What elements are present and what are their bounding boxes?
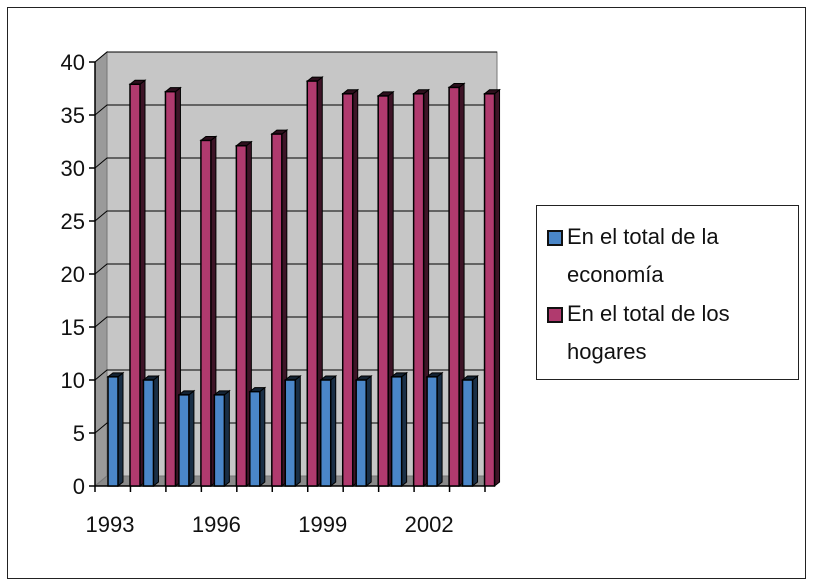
y-tick-label: 35	[61, 103, 85, 128]
y-tick-label: 40	[61, 50, 85, 75]
gridline	[94, 210, 497, 222]
bar	[200, 139, 212, 487]
bar	[271, 133, 283, 487]
bar	[448, 86, 460, 487]
legend-swatch-economia	[547, 230, 563, 246]
legend-item-economia: En el total de la economía	[547, 224, 782, 294]
y-tick-label: 10	[61, 368, 85, 393]
gridline	[94, 316, 497, 328]
legend: En el total de la economía En el total d…	[536, 205, 799, 380]
bar	[355, 379, 367, 487]
x-tick-label: 2002	[405, 512, 454, 537]
bar	[483, 93, 496, 487]
bar	[249, 390, 261, 487]
gridline	[94, 263, 497, 275]
bar	[341, 93, 354, 487]
bar	[129, 83, 141, 487]
legend-label-hogares: En el total de los hogares	[567, 301, 730, 364]
legend-swatch-hogares	[547, 307, 563, 323]
gridline	[94, 157, 497, 169]
y-tick-label: 0	[73, 474, 85, 499]
y-tick-label: 30	[61, 156, 85, 181]
y-tick-label: 15	[61, 315, 85, 340]
bar	[461, 379, 474, 487]
bar	[306, 80, 319, 487]
bar	[142, 379, 155, 487]
x-tick-label: 1993	[86, 512, 135, 537]
bar	[377, 95, 389, 487]
gridline	[94, 51, 497, 63]
bar	[319, 379, 332, 487]
bar	[412, 93, 425, 487]
y-tick-label: 20	[61, 262, 85, 287]
bar	[390, 376, 403, 487]
bar	[235, 144, 248, 487]
legend-item-hogares: En el total de los hogares	[547, 301, 782, 371]
gridline	[94, 369, 497, 381]
bar	[164, 90, 177, 487]
bar	[213, 394, 226, 487]
y-tick-label: 25	[61, 209, 85, 234]
x-tick-label: 1996	[192, 512, 241, 537]
gridline	[94, 104, 497, 116]
bar	[178, 394, 190, 487]
legend-label-economia: En el total de la economía	[567, 224, 719, 287]
bar	[426, 376, 438, 487]
bar	[107, 376, 119, 487]
x-tick-label: 1999	[298, 512, 347, 537]
y-tick-label: 5	[73, 421, 85, 446]
bar	[284, 379, 297, 487]
